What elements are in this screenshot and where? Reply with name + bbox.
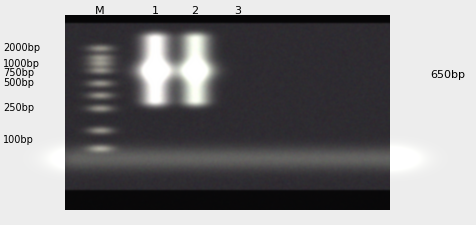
Text: 650bp: 650bp [429,70,464,80]
Text: 2000bp: 2000bp [3,43,40,53]
Text: 750bp: 750bp [3,68,34,78]
Text: 500bp: 500bp [3,78,34,88]
Text: 3: 3 [234,6,241,16]
Text: 250bp: 250bp [3,103,34,113]
Text: 2: 2 [191,6,198,16]
Text: 1: 1 [151,6,158,16]
Text: 100bp: 100bp [3,135,34,145]
Text: M: M [95,6,105,16]
Text: 1000bp: 1000bp [3,59,40,69]
